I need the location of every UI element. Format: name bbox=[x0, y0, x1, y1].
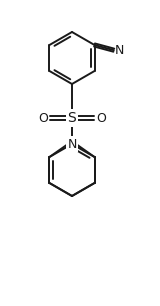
Text: S: S bbox=[68, 111, 76, 125]
Text: N: N bbox=[115, 44, 124, 57]
Text: N: N bbox=[67, 137, 77, 151]
Text: O: O bbox=[38, 111, 48, 125]
Text: O: O bbox=[96, 111, 106, 125]
